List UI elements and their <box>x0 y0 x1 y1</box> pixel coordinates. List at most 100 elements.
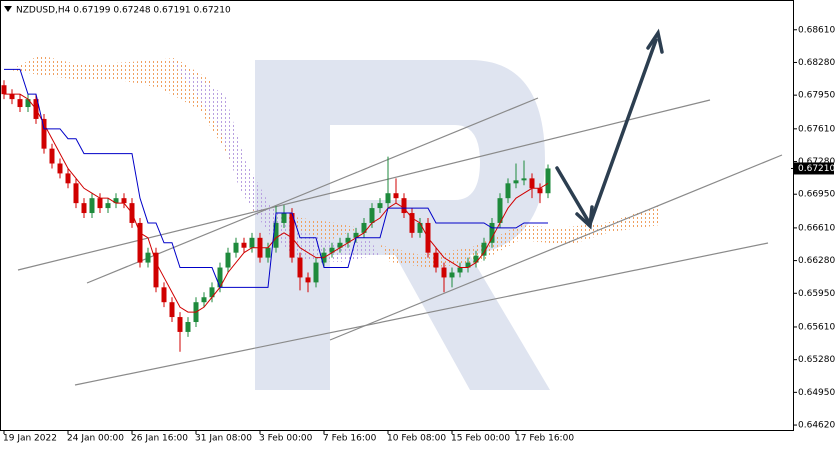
trend-line <box>17 99 711 271</box>
y-tick-label: 0.66280 <box>798 256 835 266</box>
candle-body <box>9 94 15 100</box>
x-tick-label: 19 Jan 2022 <box>3 434 57 444</box>
x-tick-label: 10 Feb 08:00 <box>387 434 446 444</box>
candle-body <box>545 168 551 194</box>
candle-body <box>17 99 23 108</box>
x-tick-label: 24 Jan 00:00 <box>67 434 124 444</box>
candle-body <box>353 232 359 238</box>
candle-body <box>497 198 503 223</box>
candle-body <box>57 163 63 174</box>
forecast-arrow <box>555 28 664 230</box>
y-tick-label: 0.64620 <box>798 421 835 431</box>
y-tick-label: 0.67950 <box>798 91 835 101</box>
plot <box>1 68 551 352</box>
candle-body <box>313 262 319 283</box>
candle-body <box>81 203 87 214</box>
candle-body <box>169 302 175 318</box>
candle-body <box>25 99 31 108</box>
indicator-line <box>4 68 548 288</box>
candle-body <box>345 237 351 243</box>
candle-body <box>49 148 55 164</box>
trend-line <box>329 154 783 341</box>
candle-body <box>449 272 455 278</box>
candle-body <box>265 247 271 258</box>
candle-body <box>113 198 119 204</box>
candle-body <box>145 252 151 263</box>
candle-body <box>537 188 543 194</box>
candle-body <box>505 183 511 199</box>
candle-body <box>369 208 375 223</box>
y-tick-label: 0.68610 <box>798 25 835 35</box>
plot-frame <box>0 0 794 431</box>
y-tick-label: 0.66950 <box>798 190 835 200</box>
candle-body <box>209 287 215 298</box>
price-label: 0.67210 <box>798 164 835 174</box>
y-tick-label: 0.67610 <box>798 124 835 134</box>
candle-body <box>241 242 247 248</box>
y-tick-label: 0.64950 <box>798 388 835 398</box>
candle-body <box>529 178 535 189</box>
candle-body <box>433 252 439 268</box>
candle-body <box>297 257 303 278</box>
candle-body <box>89 198 95 214</box>
candle-body <box>97 198 103 209</box>
candle-body <box>521 178 527 181</box>
chart-title: NZDUSD,H4 0.67199 0.67248 0.67191 0.6721… <box>16 6 231 16</box>
candle-body <box>185 322 191 332</box>
price-box <box>794 162 834 175</box>
candle-body <box>401 198 407 214</box>
y-tick-label: 0.65950 <box>798 289 835 299</box>
candle-body <box>465 262 471 268</box>
candle-body <box>137 222 143 263</box>
candle-body <box>233 242 239 253</box>
x-tick-label: 31 Jan 08:00 <box>195 434 252 444</box>
ichimoku-cloud <box>10 55 660 268</box>
menu-icon <box>4 6 12 12</box>
candle-body <box>305 277 311 283</box>
candle-body <box>377 203 383 209</box>
candle-body <box>441 267 447 278</box>
candle-body <box>161 287 167 303</box>
candle-body <box>513 180 519 184</box>
candle-body <box>153 252 159 288</box>
trend-lines <box>17 97 783 386</box>
trend-line <box>74 242 769 386</box>
y-tick-label: 0.65280 <box>798 355 835 365</box>
candle-body <box>289 213 295 258</box>
candle-body <box>281 213 287 223</box>
candle-body <box>385 193 391 204</box>
candle-body <box>489 222 495 243</box>
y-tick-label: 0.65610 <box>798 322 835 332</box>
y-tick-label: 0.67280 <box>798 157 835 167</box>
y-tick-label: 0.66610 <box>798 223 835 233</box>
indicator-line <box>4 93 549 313</box>
watermark <box>255 60 550 390</box>
x-tick-label: 15 Feb 00:00 <box>451 434 510 444</box>
candle-body <box>177 317 183 332</box>
trend-line <box>86 97 539 284</box>
x-tick-label: 17 Feb 16:00 <box>515 434 574 444</box>
candle-body <box>473 255 479 263</box>
candle-body <box>1 85 7 95</box>
candle-body <box>249 237 255 248</box>
x-tick-label: 3 Feb 00:00 <box>259 434 313 444</box>
candle-body <box>273 222 279 248</box>
candle-body <box>201 297 207 303</box>
candle-body <box>457 267 463 273</box>
candle-body <box>329 247 335 253</box>
candle-body <box>225 252 231 268</box>
candle-body <box>121 198 127 204</box>
candle-body <box>481 242 487 256</box>
x-tick-label: 26 Jan 16:00 <box>131 434 188 444</box>
candle-body <box>65 173 71 184</box>
candle-body <box>417 222 423 233</box>
candle-body <box>41 118 47 149</box>
candle-body <box>73 183 79 204</box>
candle-body <box>409 213 415 233</box>
y-tick-label: 0.68280 <box>798 58 835 68</box>
x-tick-label: 7 Feb 16:00 <box>323 434 377 444</box>
candle-body <box>393 193 399 199</box>
candle-body <box>337 242 343 248</box>
candle-body <box>361 222 367 233</box>
